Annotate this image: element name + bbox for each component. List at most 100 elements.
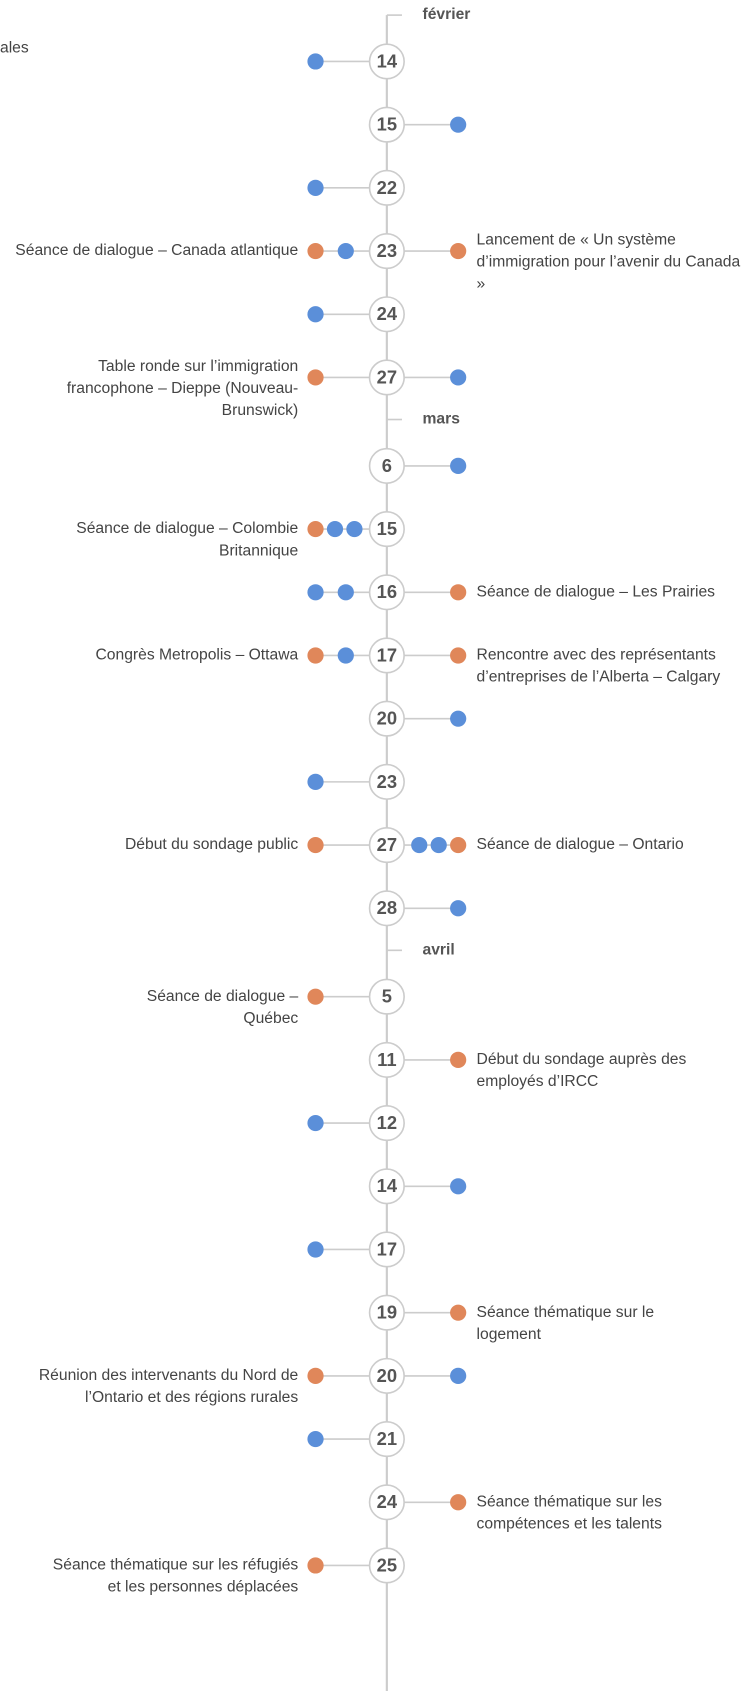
day-node	[368, 890, 405, 927]
day-node	[368, 232, 405, 270]
day-label: 17	[377, 644, 397, 665]
day-label: 23	[377, 771, 397, 792]
day-node	[368, 700, 405, 737]
event-label: Séance thématique sur le	[477, 1304, 655, 1321]
day-node	[368, 1231, 405, 1268]
day-label: 16	[377, 581, 397, 602]
event-dot	[411, 836, 428, 854]
event-label: Séance de dialogue – Colombie	[76, 520, 298, 537]
event-dot	[307, 647, 324, 664]
day-node	[368, 296, 405, 333]
day-node	[368, 359, 405, 396]
event-label: logement	[477, 1326, 542, 1343]
event-label: l’Ontario et des régions rurales	[85, 1389, 298, 1406]
day-node	[368, 1357, 405, 1394]
event-label: Québec	[243, 1010, 298, 1027]
day-label: 14	[377, 1175, 398, 1196]
event-dot	[307, 179, 324, 196]
event-dot	[450, 584, 467, 601]
day-node	[368, 1041, 405, 1078]
day-label: 24	[377, 303, 398, 324]
day-label: 14	[377, 50, 398, 71]
event-dot	[450, 1178, 467, 1195]
event-dot	[450, 457, 467, 474]
event-label: Brunswick)	[222, 402, 299, 419]
event-label: Rencontre avec des représentants	[477, 647, 717, 664]
day-node	[368, 1168, 405, 1205]
event-dot	[450, 1494, 467, 1511]
event-label: Séance de dialogue – Ontario	[477, 836, 684, 853]
event-dot	[307, 53, 324, 70]
event-label: Britannique	[219, 542, 298, 559]
day-node	[368, 511, 405, 548]
cut-label: ales	[0, 40, 29, 57]
day-label: 5	[382, 986, 392, 1007]
day-node	[368, 763, 405, 800]
event-label: Début du sondage auprès des	[477, 1051, 687, 1068]
day-label: 23	[377, 240, 397, 261]
day-label: 22	[377, 177, 397, 198]
day-node	[368, 43, 405, 80]
event-dot	[307, 1430, 324, 1448]
event-label: Congrès Metropolis – Ottawa	[95, 647, 298, 664]
event-dot	[430, 836, 447, 854]
day-label: 21	[377, 1428, 397, 1449]
event-dot	[307, 1367, 324, 1384]
event-label: Réunion des intervenants du Nord de	[39, 1367, 298, 1384]
event-label: employés d’IRCC	[477, 1073, 599, 1090]
day-label: 20	[377, 708, 397, 729]
day-node	[368, 637, 405, 674]
event-label: Début du sondage public	[125, 836, 298, 853]
event-dot	[307, 584, 324, 601]
day-label: 27	[377, 366, 397, 387]
day-label: 12	[377, 1112, 397, 1133]
event-label: Séance thématique sur les réfugiés	[53, 1557, 299, 1574]
event-dot	[450, 242, 467, 260]
event-dot	[450, 1367, 467, 1384]
event-dot	[307, 773, 324, 790]
event-dot	[450, 836, 467, 854]
day-node	[368, 574, 405, 611]
event-dot	[346, 520, 363, 538]
event-dot	[307, 242, 324, 260]
day-label: 24	[377, 1491, 398, 1512]
day-node	[368, 827, 405, 864]
event-label: Table ronde sur l’immigration	[98, 358, 298, 375]
event-label: »	[477, 276, 486, 293]
day-node	[368, 447, 405, 484]
event-dot	[307, 988, 324, 1005]
day-node	[368, 1484, 405, 1521]
event-label: Lancement de « Un système	[477, 231, 676, 248]
event-label: d’entreprises de l’Alberta – Calgary	[477, 669, 721, 686]
event-dot	[326, 520, 344, 538]
day-label: 17	[377, 1238, 397, 1259]
day-label: 6	[382, 455, 392, 476]
event-dot	[307, 520, 324, 538]
day-node	[368, 1547, 405, 1584]
event-dot	[450, 647, 467, 664]
day-node	[368, 106, 405, 143]
day-label: 27	[377, 834, 397, 855]
event-dot	[450, 1304, 467, 1321]
event-label: Séance de dialogue – Canada atlantique	[15, 242, 298, 259]
event-label: et les personnes déplacées	[108, 1579, 299, 1596]
event-label: francophone – Dieppe (Nouveau-	[67, 380, 299, 397]
event-dot	[450, 900, 467, 917]
event-dot	[450, 710, 467, 727]
event-dot	[337, 584, 354, 601]
day-label: 15	[377, 518, 397, 539]
event-dot	[307, 306, 324, 323]
month-label: mars	[423, 411, 461, 428]
day-label: 20	[377, 1365, 397, 1386]
event-label: Séance thématique sur les	[477, 1493, 663, 1510]
day-node	[368, 978, 405, 1015]
month-label: avril	[423, 941, 455, 958]
event-dot	[450, 369, 467, 386]
day-node	[368, 1421, 405, 1458]
day-node	[368, 169, 405, 206]
day-label: 28	[377, 897, 397, 918]
event-dot	[307, 1557, 324, 1574]
day-node	[368, 1105, 405, 1142]
